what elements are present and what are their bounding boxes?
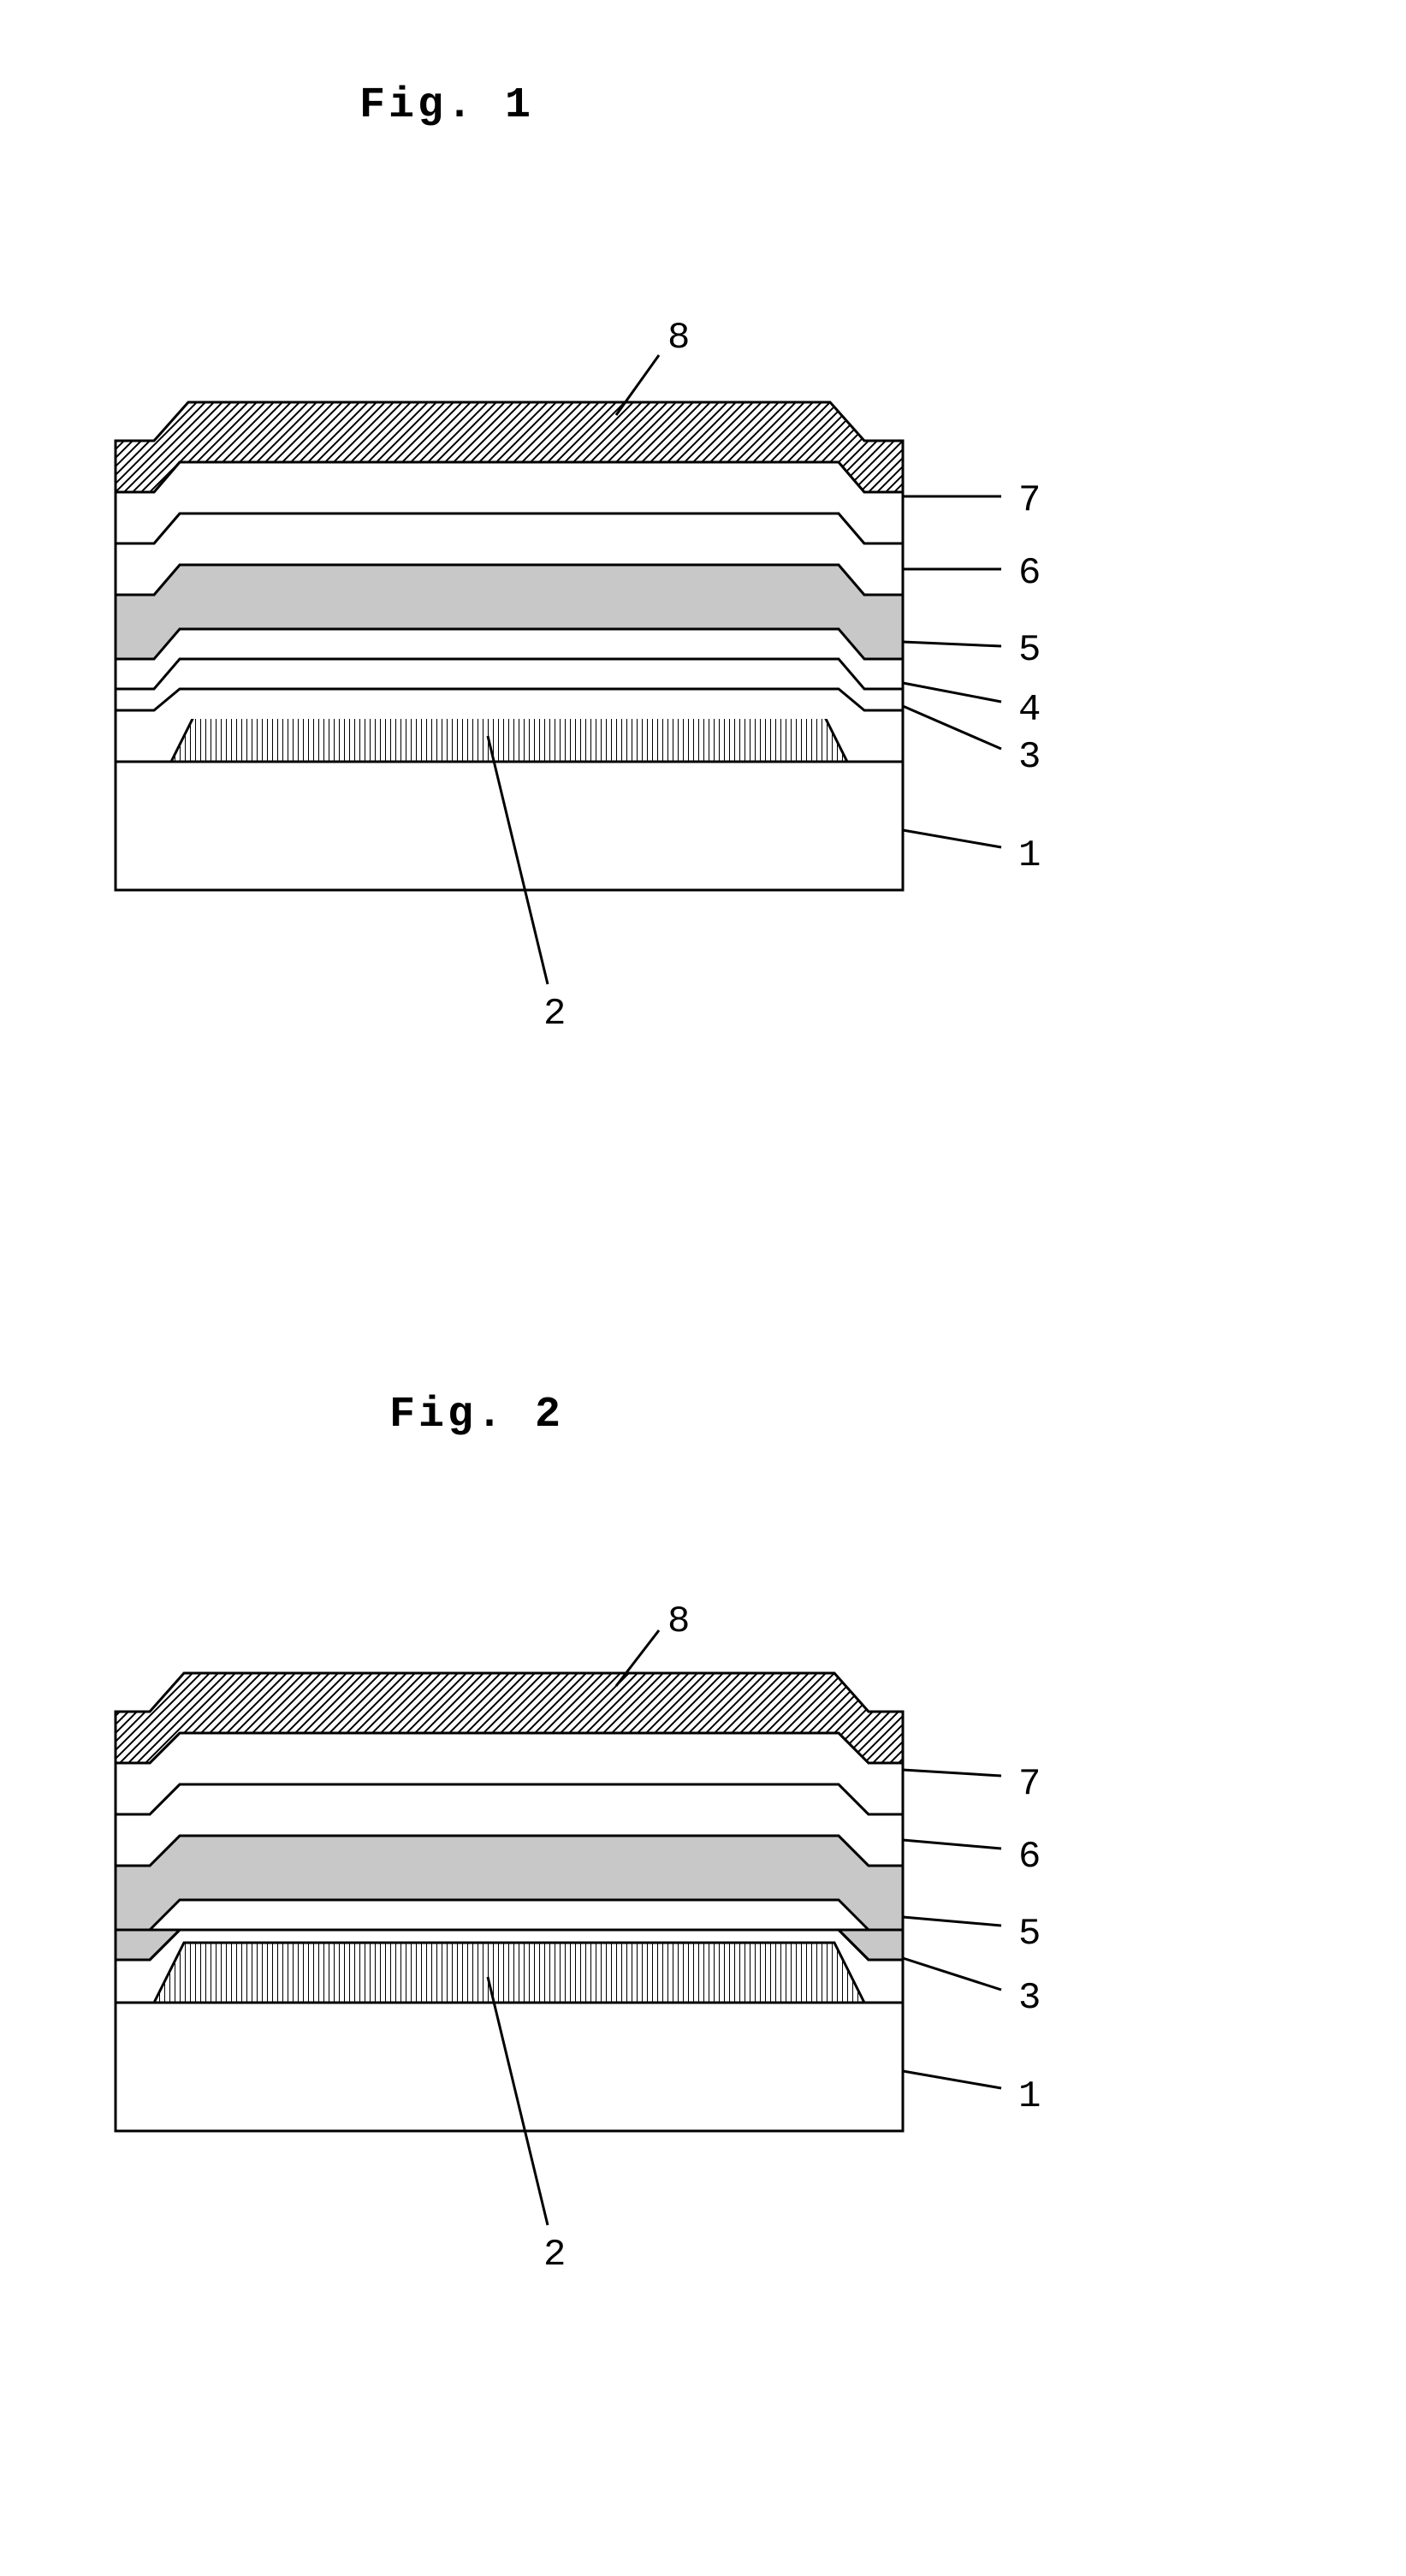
layer-2 <box>154 1943 864 2003</box>
fig1-label-4: 4 <box>1018 689 1041 732</box>
fig2-label-3: 3 <box>1018 1977 1041 2020</box>
fig1-title: Fig. 1 <box>359 81 534 130</box>
fig1-label-1: 1 <box>1018 834 1041 877</box>
fig1-label-5: 5 <box>1018 629 1041 672</box>
fig2-label-7: 7 <box>1018 1763 1041 1806</box>
leader-3 <box>903 706 1001 749</box>
leader-3 <box>903 1958 1001 1990</box>
fig2-label-2: 2 <box>543 2234 566 2276</box>
leader-7 <box>903 1770 1001 1776</box>
leader-4 <box>903 683 1001 702</box>
fig1-diagram <box>0 300 1027 1070</box>
leader-1 <box>903 2071 1001 2088</box>
leader-5 <box>903 1917 1001 1926</box>
fig1-label-3: 3 <box>1018 736 1041 779</box>
leader-5 <box>903 642 1001 646</box>
fig2-label-6: 6 <box>1018 1836 1041 1879</box>
fig1-label-6: 6 <box>1018 552 1041 595</box>
fig1-label-7: 7 <box>1018 479 1041 522</box>
page: Fig. 1 <box>0 0 1406 2576</box>
fig1-label-8: 8 <box>667 317 690 359</box>
fig2-diagram <box>0 1583 1027 2353</box>
leader-1 <box>903 830 1001 847</box>
fig2-label-5: 5 <box>1018 1913 1041 1956</box>
fig1-label-2: 2 <box>543 993 566 1036</box>
fig2-label-8: 8 <box>667 1600 690 1643</box>
layer-5 <box>116 1836 903 1930</box>
leader-6 <box>903 1840 1001 1849</box>
fig2-title: Fig. 2 <box>389 1391 564 1439</box>
fig2-label-1: 1 <box>1018 2075 1041 2118</box>
